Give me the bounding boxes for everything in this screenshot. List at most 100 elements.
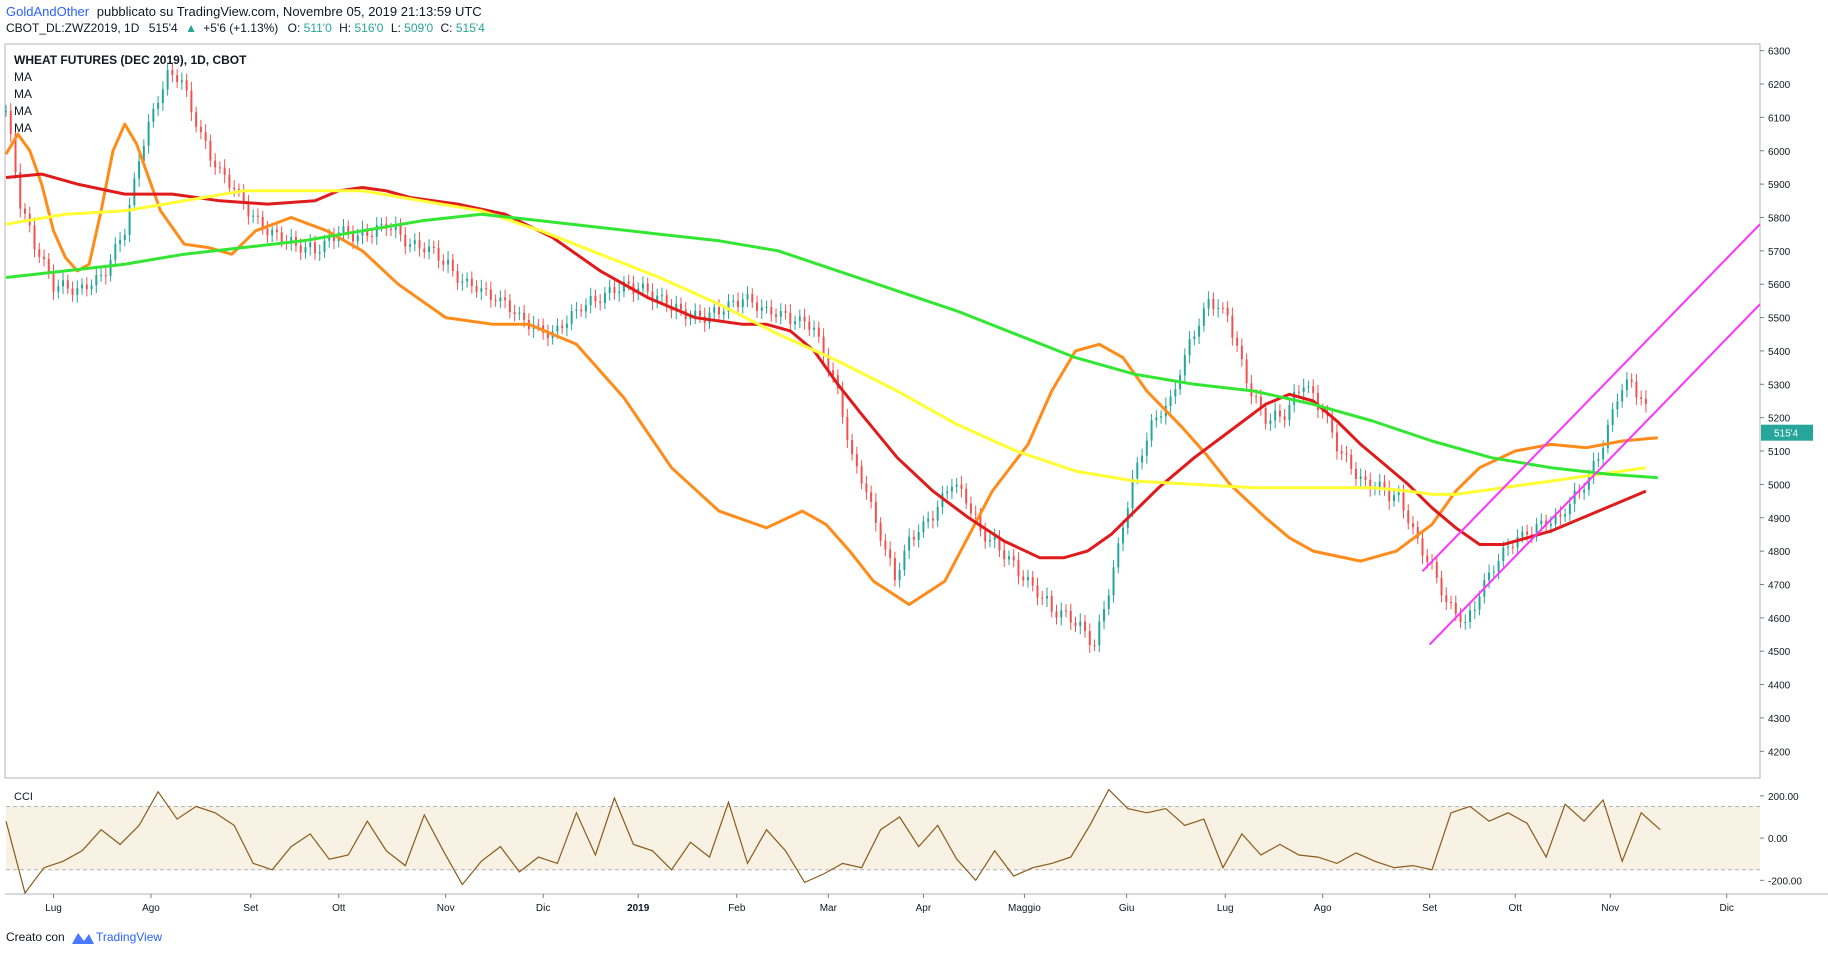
candle-body bbox=[190, 90, 193, 113]
candle-body bbox=[1335, 432, 1338, 452]
candle-body bbox=[390, 228, 393, 230]
candle-body bbox=[855, 454, 858, 467]
candle-body bbox=[713, 307, 716, 313]
candle-body bbox=[1397, 492, 1400, 496]
candle-body bbox=[889, 549, 892, 559]
close-label: C: bbox=[441, 21, 453, 35]
candle-body bbox=[1074, 622, 1077, 626]
candle-body bbox=[1245, 359, 1248, 384]
price-tick-label: 4400 bbox=[1768, 681, 1791, 692]
cci-axis[interactable]: 200.00 0.00 -200.00 bbox=[1760, 792, 1802, 887]
candle-body bbox=[694, 311, 697, 317]
candle-body bbox=[722, 311, 725, 315]
candle-body bbox=[1065, 610, 1068, 612]
candle-body bbox=[1255, 396, 1258, 398]
footer-brand[interactable]: TradingView bbox=[96, 930, 162, 944]
candle-body bbox=[599, 301, 602, 303]
cci-label[interactable]: CCI bbox=[14, 791, 33, 803]
legend-ma-2[interactable]: MA bbox=[14, 87, 32, 101]
price-tick-label: 6100 bbox=[1768, 113, 1791, 124]
cci-tick-label: 200.00 bbox=[1768, 792, 1799, 803]
candle-body bbox=[832, 370, 835, 376]
series-line-ma_red[interactable] bbox=[5, 172, 1647, 560]
time-tick-label: Set bbox=[1422, 903, 1437, 914]
candle-body bbox=[1188, 339, 1191, 356]
moving-averages-layer bbox=[4, 122, 1658, 606]
tradingview-logo-icon bbox=[72, 933, 94, 944]
time-tick-label: Ago bbox=[1314, 903, 1332, 914]
candle-body bbox=[1212, 298, 1215, 309]
candle-body bbox=[1392, 495, 1395, 502]
candle-body bbox=[1259, 396, 1262, 409]
high-label: H: bbox=[339, 21, 351, 35]
candle-body bbox=[988, 539, 991, 542]
candle-body bbox=[1274, 410, 1277, 421]
author-name[interactable]: GoldAndOther bbox=[6, 4, 90, 19]
candle-body bbox=[356, 235, 359, 242]
time-tick-label: Apr bbox=[916, 903, 932, 914]
candle-body bbox=[741, 299, 744, 307]
candle-body bbox=[252, 215, 255, 217]
candle-body bbox=[1616, 401, 1619, 410]
candle-body bbox=[1426, 555, 1429, 562]
candle-body bbox=[618, 291, 621, 294]
candle-body bbox=[447, 259, 450, 265]
candle-body bbox=[708, 312, 711, 324]
main-pane-frame bbox=[4, 43, 1761, 779]
candle-body bbox=[950, 486, 953, 492]
legend: WHEAT FUTURES (DEC 2019), 1D, CBOT MA MA… bbox=[14, 53, 247, 135]
candle-body bbox=[622, 281, 625, 292]
candle-body bbox=[1293, 391, 1296, 405]
candle-body bbox=[180, 80, 183, 83]
series-line-ma_fast[interactable] bbox=[4, 122, 1658, 606]
candle-body bbox=[1521, 531, 1524, 538]
candle-body bbox=[214, 160, 217, 168]
candle-body bbox=[332, 235, 335, 242]
candle-body bbox=[903, 550, 906, 571]
candle-body bbox=[351, 233, 354, 242]
candle-body bbox=[589, 295, 592, 306]
candle-body bbox=[437, 247, 440, 261]
price-tick-label: 5800 bbox=[1768, 213, 1791, 224]
channel-line-1[interactable] bbox=[1428, 303, 1761, 646]
series-line-ma_yellow[interactable] bbox=[5, 189, 1647, 496]
change-icon: ▲ bbox=[185, 21, 197, 35]
candle-body bbox=[361, 229, 364, 236]
cci-line[interactable] bbox=[5, 788, 1661, 895]
series-line-ma_green[interactable] bbox=[5, 212, 1658, 480]
candle-body bbox=[1236, 337, 1239, 346]
channel-line-2[interactable] bbox=[1421, 223, 1761, 572]
candle-body bbox=[646, 283, 649, 292]
time-axis[interactable]: Lug Ago Set Ott Nov Dic 2019 Feb Mar Apr Maggio Giu… bbox=[45, 894, 1734, 914]
candle-body bbox=[1022, 576, 1025, 581]
price-tick-label: 4500 bbox=[1768, 647, 1791, 658]
time-tick-label: Dic bbox=[536, 903, 550, 914]
candle-body bbox=[256, 215, 259, 217]
candle-body bbox=[508, 300, 511, 313]
legend-ma-3[interactable]: MA bbox=[14, 104, 32, 118]
price-tick-label: 6200 bbox=[1768, 80, 1791, 91]
cci-tick-label: 0.00 bbox=[1768, 834, 1788, 845]
time-tick-label: Nov bbox=[1601, 903, 1619, 914]
publish-info: pubblicato su TradingView.com, Novembre … bbox=[97, 4, 482, 19]
candle-body bbox=[480, 288, 483, 292]
candle-body bbox=[404, 234, 407, 247]
candle-body bbox=[1264, 408, 1267, 424]
price-tick-label: 4900 bbox=[1768, 514, 1791, 525]
candle-body bbox=[304, 247, 307, 253]
candle-body bbox=[1540, 520, 1543, 525]
candle-body bbox=[209, 140, 212, 161]
candle-body bbox=[1450, 602, 1453, 604]
cci-tick-label: -200.00 bbox=[1768, 876, 1802, 887]
candle-body bbox=[846, 416, 849, 441]
price-axis[interactable]: 6300 6200 6100 6000 5900 5800 5700 5600 5500 5400… bbox=[1760, 47, 1813, 759]
candle-body bbox=[466, 278, 469, 282]
legend-ma-4[interactable]: MA bbox=[14, 121, 32, 135]
candle-body bbox=[1564, 514, 1567, 517]
candle-body bbox=[1269, 420, 1272, 424]
candle-body bbox=[309, 242, 312, 248]
candle-body bbox=[19, 172, 22, 209]
candle-body bbox=[66, 280, 69, 289]
legend-ma-1[interactable]: MA bbox=[14, 70, 32, 84]
